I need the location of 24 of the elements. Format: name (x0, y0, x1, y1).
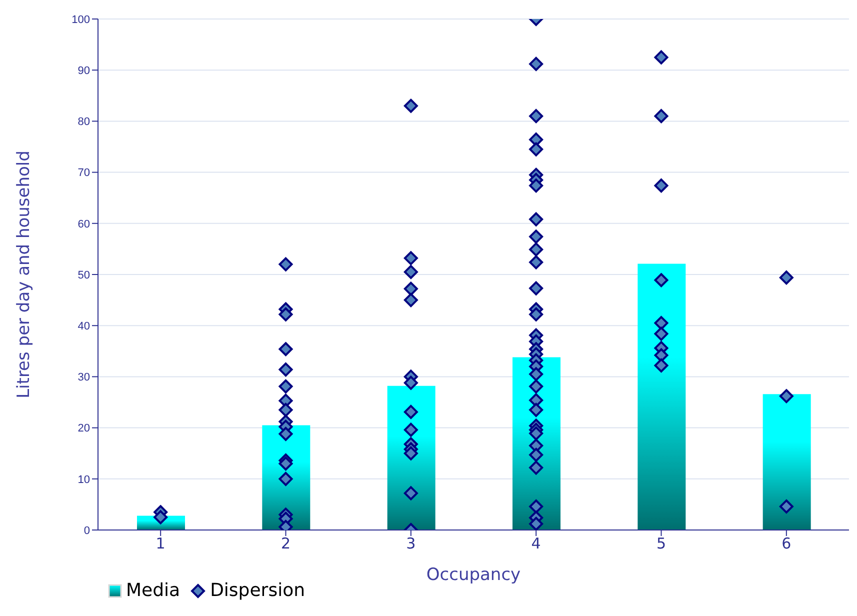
legend-label: Dispersion (210, 580, 306, 601)
x-tick-label: 1 (156, 534, 166, 553)
y-tick-label: 80 (78, 116, 90, 128)
x-tick-label: 3 (406, 534, 416, 553)
x-axis-title: Occupancy (426, 565, 521, 585)
bar (638, 264, 686, 530)
y-tick-label: 0 (84, 524, 90, 537)
y-tick-label: 30 (78, 372, 90, 384)
y-tick-label: 10 (78, 474, 90, 486)
y-tick-label: 40 (78, 320, 90, 333)
y-tick-label: 90 (78, 65, 90, 78)
bar (762, 394, 811, 530)
x-tick-label: 6 (782, 534, 792, 553)
x-tick-label: 2 (280, 534, 291, 553)
y-tick-label: 50 (78, 269, 90, 282)
y-tick-label: 70 (78, 167, 90, 180)
x-tick-label: 5 (656, 534, 666, 553)
y-tick-label: 20 (78, 422, 90, 435)
y-tick-label: 60 (78, 218, 90, 230)
y-axis-title: Litres per day and household (14, 150, 34, 398)
bar (387, 386, 436, 530)
y-tick-label: 100 (72, 14, 90, 26)
legend-label: Media (126, 580, 180, 601)
x-tick-label: 4 (531, 534, 541, 553)
